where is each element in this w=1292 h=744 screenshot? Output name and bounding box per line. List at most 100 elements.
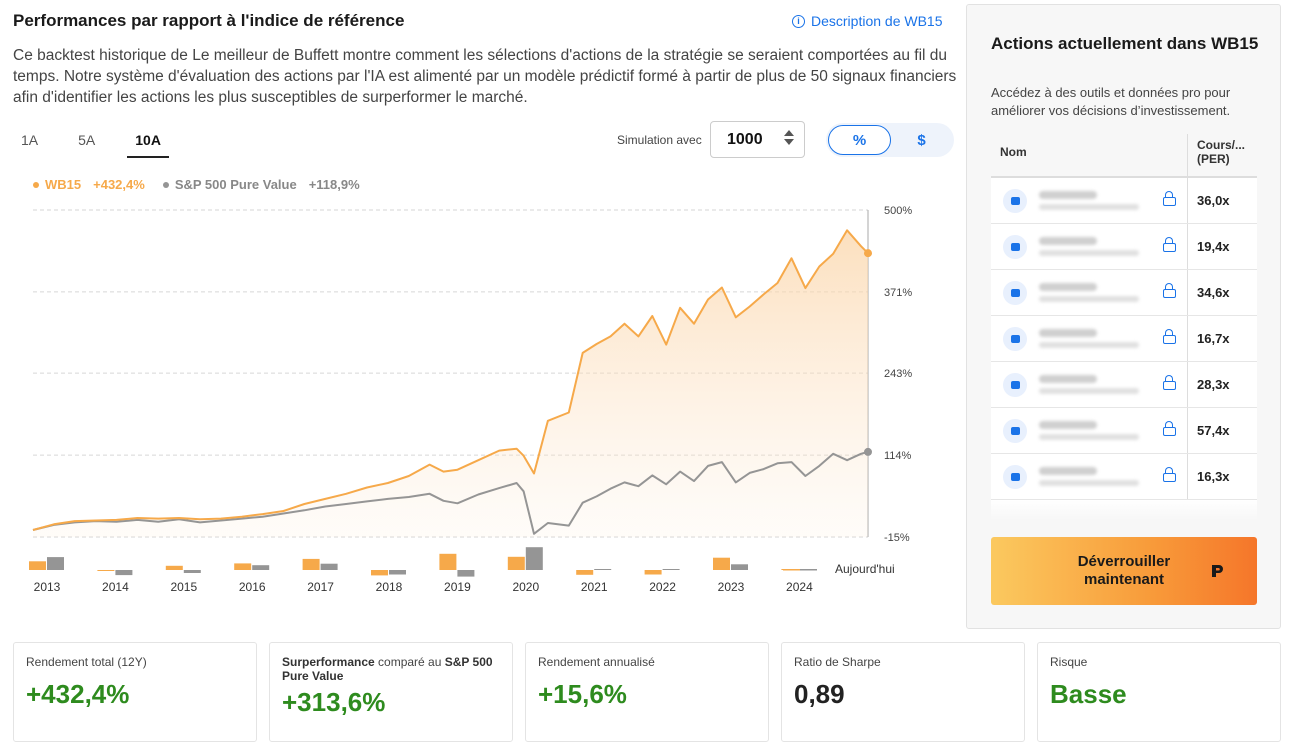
hospital-icon [1003,326,1027,351]
legend-strategy-value: +432,4% [93,177,145,192]
stat-value: 0,89 [794,679,845,709]
holdings-subtitle: Accédez à des outils et données pro pour… [991,85,1231,118]
holding-name-cell [991,362,1187,407]
stat-value: +15,6% [538,679,627,709]
tab-5a[interactable]: 5A [78,132,96,148]
lock-icon[interactable] [1163,421,1176,436]
stat-label: Rendement total (12Y) [26,655,147,669]
x-tick-label: 2019 [444,580,471,594]
holdings-title: Actions actuellement dans WB15 [991,34,1259,53]
benchmark-annual-bar [731,564,748,570]
stepper-up-icon[interactable] [784,130,794,136]
holding-name-cell [991,454,1187,499]
lock-icon[interactable] [1163,467,1176,482]
holdings-table-header: Nom Cours/... (PER) [991,134,1257,178]
table-row[interactable]: 28,3x [991,362,1257,408]
y-tick-label: 371% [884,287,912,299]
x-tick-label: 2014 [102,580,129,594]
stat-total-return: Rendement total (12Y) +432,4% [13,642,257,742]
hidden-holding-name [1039,329,1139,348]
table-row[interactable]: 16,7x [991,316,1257,362]
page-title: Performances par rapport à l'indice de r… [13,11,405,30]
stat-value: +432,4% [26,679,130,709]
hidden-holding-name [1039,237,1139,256]
simulation-amount-input[interactable]: 1000 [710,121,805,158]
benchmark-line [32,450,869,535]
table-row[interactable]: 36,0x [991,178,1257,224]
stat-label: Risque [1050,655,1088,669]
per-value: 16,3x [1187,454,1257,499]
info-icon: i [792,14,805,28]
hidden-holding-name [1039,375,1139,394]
per-value: 16,7x [1187,316,1257,361]
strategy-area [33,230,868,538]
stat-sharpe-ratio: Ratio de Sharpe 0,89 [781,642,1025,742]
strategy-annual-bar [713,557,730,570]
benchmark-line-end-point [864,447,872,456]
tab-10a[interactable]: 10A [127,128,169,158]
tab-1a[interactable]: 1A [21,132,39,148]
col-name-header: Nom [1000,145,1027,159]
holding-name-cell [991,316,1187,361]
strategy-annual-bar [302,558,320,570]
strategy-annual-bar [234,563,252,570]
description-link[interactable]: i Description de WB15 [792,13,943,29]
holdings-table: Nom Cours/... (PER) 36,0x 19,4x 34,6x 16,7x… [991,134,1257,520]
x-tick-label: 2021 [581,580,608,594]
cart-icon [1003,464,1027,489]
simulation-amount-value[interactable]: 1000 [727,130,763,148]
benchmark-annual-bar [662,569,680,570]
legend-strategy: WB15 +432,4% [33,177,145,192]
stat-label-prefix: Surperformance [282,655,375,669]
brand-logo-icon [1212,565,1223,577]
per-value: 36,0x [1187,178,1257,223]
legend-benchmark-value: +118,9% [308,177,360,192]
laptop-icon [1003,280,1027,305]
lock-icon[interactable] [1163,375,1176,390]
strategy-line-end-point [864,249,872,258]
lock-icon[interactable] [1163,329,1176,344]
unit-toggle: % $ [826,123,954,157]
lock-icon[interactable] [1163,191,1176,206]
benchmark-annual-bar [320,563,338,570]
y-tick-label: 500% [884,205,912,217]
amount-stepper[interactable] [784,130,794,145]
strategy-today-bar [783,569,800,571]
stepper-down-icon[interactable] [784,139,794,145]
dollar-toggle-button[interactable]: $ [917,131,926,149]
stat-label: Ratio de Sharpe [794,655,881,669]
x-tick-label: 2024 [786,580,813,594]
lock-icon[interactable] [1163,237,1176,252]
table-row[interactable]: 16,3x [991,454,1257,500]
strategy-line [32,229,869,531]
simulation-label: Simulation avec [617,133,702,147]
benchmark-annual-bar [457,570,475,577]
legend-strategy-name: WB15 [45,177,82,192]
x-tick-label: 2017 [307,580,334,594]
strategy-annual-bar [439,553,457,570]
unlock-button[interactable]: Déverrouiller maintenant [991,537,1257,605]
strategy-annual-bar [507,556,525,570]
stat-value: Basse [1050,679,1127,709]
strategy-annual-bar [576,570,594,575]
table-row[interactable]: 34,6x [991,270,1257,316]
table-row[interactable]: 57,4x [991,408,1257,454]
percent-toggle-button[interactable]: % [828,125,891,155]
benchmark-dot-icon [162,181,169,188]
x-tick-label: 2016 [239,580,266,594]
description-link-label[interactable]: Description de WB15 [811,13,943,29]
benchmark-annual-bar [252,565,270,570]
stat-value: +313,6% [282,687,386,717]
x-tick-label: 2018 [376,580,403,594]
performance-chart[interactable]: 500% 371% 243% 114% -15% 2013 2014 2015 2016 2017… [0,195,960,605]
benchmark-annual-bar [183,570,201,573]
x-tick-label: 2020 [512,580,539,594]
y-tick-label: 114% [884,450,912,462]
unlock-button-label[interactable]: Déverrouiller maintenant [1077,553,1171,588]
table-row[interactable]: 19,4x [991,224,1257,270]
lock-icon[interactable] [1163,283,1176,298]
strategy-annual-bar [97,570,115,571]
col-per-header: Cours/... (PER) [1187,134,1257,176]
stat-label: Rendement annualisé [538,655,655,669]
strategy-annual-bar [371,570,388,576]
